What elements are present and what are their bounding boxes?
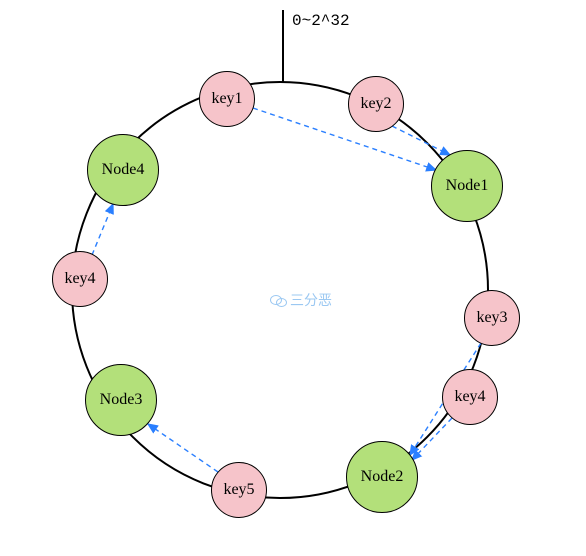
- watermark-text: 三分恶: [290, 290, 332, 310]
- key-node-key5: key5: [211, 462, 267, 518]
- server-node-node3: Node3: [85, 364, 157, 436]
- server-node-node4: Node4: [87, 134, 159, 206]
- consistent-hash-ring-diagram: 0~2^32 key1 key2 Node1 Node4 key4 key3 Node3 ke…: [0, 0, 586, 556]
- key-node-key3: key3: [464, 290, 520, 346]
- edge-key4b-to-node2: [412, 418, 452, 460]
- edge-key1-to-node1: [253, 108, 436, 170]
- key-node-key4b: key4: [442, 369, 498, 425]
- key-node-key1: key1: [199, 71, 255, 127]
- key-node-key4a: key4: [52, 251, 108, 307]
- server-node-node2: Node2: [346, 441, 418, 513]
- edge-key4a-to-node4: [92, 204, 113, 255]
- wechat-icon: [270, 293, 286, 307]
- server-node-node1: Node1: [431, 150, 503, 222]
- key-node-key2: key2: [348, 76, 404, 132]
- ring-range-label: 0~2^32: [292, 12, 350, 30]
- watermark: 三分恶: [270, 290, 332, 310]
- edge-key2-to-node1: [392, 126, 450, 155]
- edge-key5-to-node3: [148, 424, 218, 472]
